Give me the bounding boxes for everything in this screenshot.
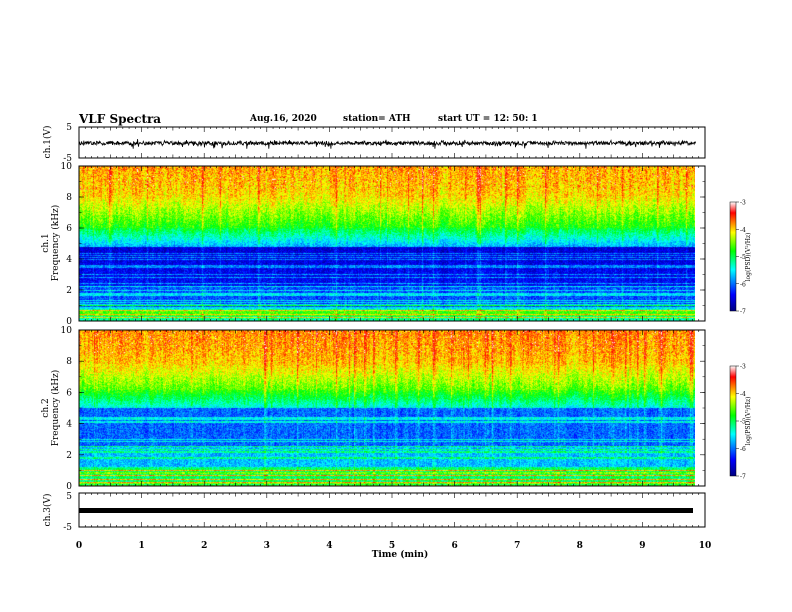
colorbar-tick-label: -6 <box>740 446 746 453</box>
x-tick-label: 0 <box>76 541 82 551</box>
ch3-ytick-top: 5 <box>66 492 72 502</box>
x-tick-label: 5 <box>389 541 395 551</box>
colorbar-tick-label: -5 <box>740 254 746 261</box>
x-tick-label: 4 <box>326 541 332 551</box>
x-tick-label: 8 <box>577 541 583 551</box>
y-tick-label: 4 <box>66 255 72 265</box>
x-tick-label: 9 <box>639 541 645 551</box>
colorbar-tick-label: -4 <box>740 227 746 234</box>
ch1-colorbar-label: log(PSD)(V²/Hz) <box>745 233 752 282</box>
y-tick-label: 10 <box>61 162 73 172</box>
x-tick-label: 10 <box>699 541 712 551</box>
ch3-ylabel: ch.3(V) <box>42 494 53 527</box>
y-tick-label: 4 <box>66 420 72 430</box>
y-tick-label: 6 <box>66 388 72 398</box>
x-tick-label: 7 <box>514 541 520 551</box>
ch2-spec-ylabel-line2: Frequency (kHz) <box>50 370 61 447</box>
ch1-ylabel: ch.1(V) <box>42 126 53 159</box>
y-tick-label: 0 <box>66 317 72 327</box>
y-tick-label: 8 <box>66 357 72 367</box>
y-tick-label: 10 <box>61 326 73 336</box>
y-tick-label: 0 <box>66 482 72 492</box>
colorbar-tick-label: -3 <box>740 364 746 371</box>
figure-title: VLF Spectra <box>79 112 162 126</box>
x-axis-label: Time (min) <box>372 549 429 560</box>
ch2-spec-ylabel-line1: ch.2 <box>41 398 51 417</box>
start-time-label: start UT = 12: 50: 1 <box>438 114 538 124</box>
x-tick-label: 2 <box>201 541 207 551</box>
colorbar-tick-label: -5 <box>740 419 746 426</box>
ch1-spec-ylabel-line1: ch.1 <box>41 233 51 252</box>
ch3-waveform-panel: 5 -5 ch.3(V) <box>42 492 706 533</box>
ch1-waveform-trace <box>79 139 696 149</box>
x-tick-label: 6 <box>451 541 457 551</box>
x-tick-label: 3 <box>264 541 270 551</box>
ch3-waveform-trace <box>79 508 693 513</box>
x-tick-label: 1 <box>138 541 144 551</box>
ch2-colorbar <box>729 365 737 477</box>
y-tick-label: 2 <box>66 451 72 461</box>
date-label: Aug.16, 2020 <box>250 114 317 124</box>
colorbar-tick-label: -7 <box>740 309 746 316</box>
ch2-colorbar-label: log(PSD)(V²/Hz) <box>745 397 752 446</box>
ch2-spectrogram-image <box>79 330 695 486</box>
colorbar-tick-label: -3 <box>740 200 746 207</box>
ch1-colorbar <box>729 201 737 312</box>
colorbar-tick-label: -6 <box>740 281 746 288</box>
y-tick-label: 2 <box>66 286 72 296</box>
y-tick-label: 8 <box>66 193 72 203</box>
ch1-spectrogram-image <box>79 166 695 321</box>
ch1-ytick-top: 5 <box>66 123 72 133</box>
colorbar-tick-label: -4 <box>740 391 746 398</box>
ch1-ytick-bottom: -5 <box>63 154 72 164</box>
ch1-waveform-panel: 5 -5 ch.1(V) <box>42 123 706 164</box>
colorbar-tick-label: -7 <box>740 474 746 481</box>
y-tick-label: 6 <box>66 224 72 234</box>
ch3-ytick-bottom: -5 <box>63 523 72 533</box>
ch1-spec-ylabel-line2: Frequency (kHz) <box>50 205 61 282</box>
station-label: station= ATH <box>343 114 411 124</box>
